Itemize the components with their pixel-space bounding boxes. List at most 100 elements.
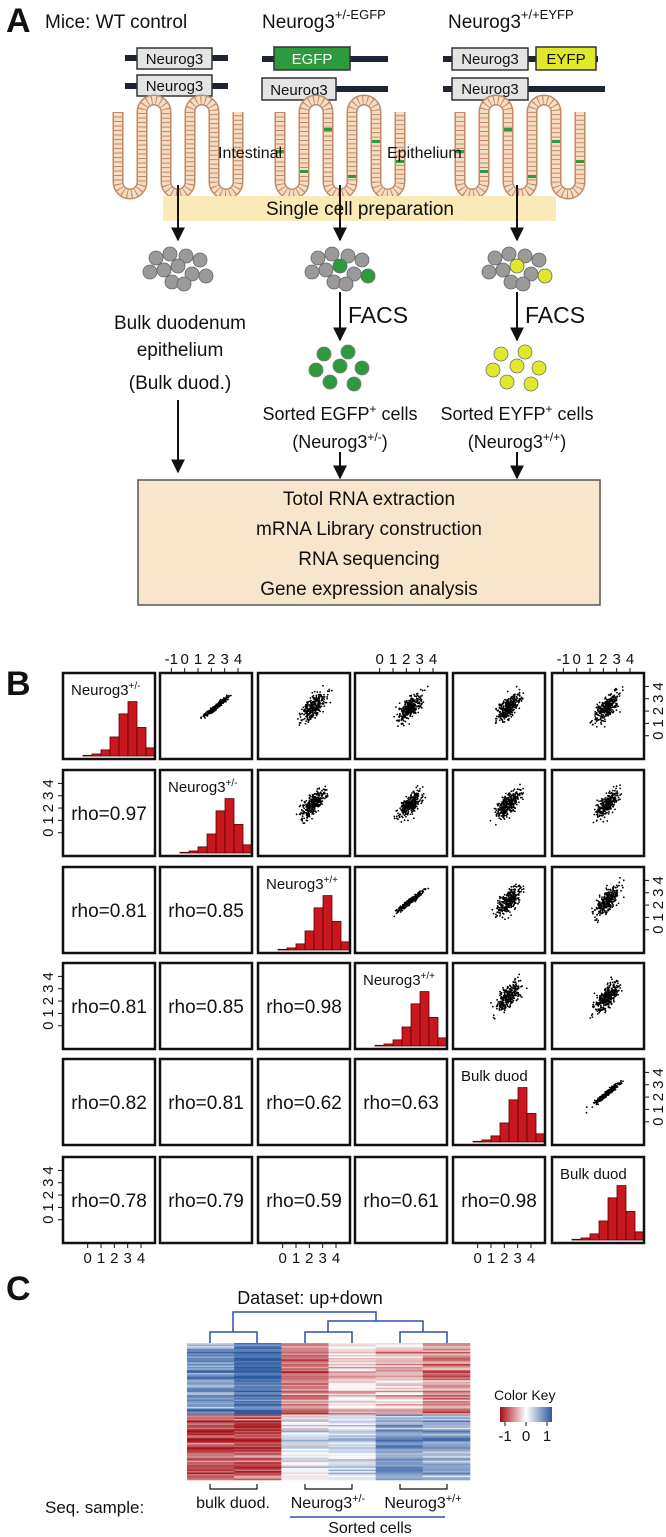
scatter-point <box>502 801 505 803</box>
scatter-point <box>400 906 402 909</box>
scatter-point <box>517 992 519 994</box>
histogram-bar <box>419 991 430 1047</box>
scatter-point <box>519 796 522 799</box>
sample-label: Neurog3+/- <box>71 681 141 699</box>
scatter-point <box>500 993 503 996</box>
scatter-point <box>400 722 403 725</box>
scatter-point <box>503 1004 506 1006</box>
scatter-point <box>323 696 326 698</box>
scatter-point <box>510 986 513 989</box>
scatter-point <box>401 808 404 811</box>
scatter-point <box>299 722 302 724</box>
scatter-point <box>515 984 518 987</box>
scatter-point <box>591 1106 594 1109</box>
scatter-point <box>497 899 499 902</box>
scatter-point <box>205 712 207 714</box>
scatter-point <box>607 703 610 706</box>
scatter-point <box>604 998 606 1001</box>
scatter-point <box>612 789 614 792</box>
scatter-point <box>502 700 505 703</box>
scatter-point <box>222 698 225 701</box>
scatter-point <box>323 705 326 708</box>
scatter-point <box>620 793 623 796</box>
scatter-point <box>594 718 597 721</box>
scatter-point <box>520 792 523 794</box>
scatter-point <box>502 912 504 915</box>
scatter-point <box>512 987 515 990</box>
scatter-point <box>594 722 597 725</box>
scatter-point <box>321 803 323 806</box>
scatter-point <box>420 802 423 805</box>
scatter-point <box>600 714 603 717</box>
scatter-point <box>420 797 423 799</box>
genotype-sup: +/+ <box>543 430 560 444</box>
scatter-point <box>416 807 419 810</box>
scatter-point <box>306 805 309 808</box>
scatter-point <box>602 720 605 723</box>
scatter-point <box>598 999 601 1002</box>
scatter-point <box>606 698 609 701</box>
scatter-point <box>501 702 504 705</box>
cell <box>324 246 340 262</box>
scatter-point <box>615 709 618 712</box>
scatter-point <box>513 997 516 1000</box>
scatter-point <box>395 912 398 915</box>
scatter-point <box>602 820 605 823</box>
histogram-bar <box>215 810 226 854</box>
scatter-point <box>505 699 508 702</box>
scatter-point <box>607 714 609 717</box>
scatter-point <box>593 808 596 811</box>
scatter-point <box>617 705 619 708</box>
scatter-point <box>515 685 518 688</box>
scatter-point <box>594 710 597 713</box>
scatter-point <box>591 1016 594 1019</box>
scatter-point <box>499 990 501 993</box>
scatter-point <box>614 799 617 802</box>
scatter-point <box>498 802 500 805</box>
scatter-point <box>604 798 607 801</box>
scatter-point <box>421 786 424 788</box>
scatter-point <box>511 802 514 805</box>
scatter-point <box>513 989 516 992</box>
scatter-point <box>515 803 518 806</box>
scatter-point <box>618 989 620 992</box>
scatter-point <box>596 709 599 712</box>
scatter-point <box>320 797 323 800</box>
scatter-point <box>605 996 608 999</box>
scatter-point <box>421 694 423 697</box>
scatter-point <box>614 981 617 984</box>
scatter-point <box>326 697 329 700</box>
scatter-point <box>497 809 500 811</box>
scatter-point <box>491 908 494 911</box>
scatter-point <box>597 707 600 710</box>
scatter-point <box>613 698 616 701</box>
scatter-point <box>395 810 398 812</box>
scatter-point <box>510 794 513 797</box>
scatter-point <box>508 896 510 899</box>
scatter-point <box>409 813 412 816</box>
facs-label: FACS <box>348 302 408 328</box>
scatter-point <box>309 704 311 707</box>
scatter-point <box>609 900 612 903</box>
scatter-point <box>320 705 323 708</box>
scatter-point <box>317 701 320 704</box>
scatter-point <box>498 706 501 709</box>
scatter-point <box>513 908 516 911</box>
scatter-point <box>607 798 610 801</box>
scatter-point <box>604 1007 607 1010</box>
scatter-point <box>621 886 624 889</box>
scatter-point <box>311 798 314 801</box>
scatter-point <box>419 688 422 691</box>
scatter-point <box>401 805 404 808</box>
scatter-point <box>309 715 312 717</box>
scatter-point <box>604 696 607 699</box>
scatter-point <box>591 719 593 722</box>
scatter-point <box>596 996 599 999</box>
scatter-point <box>405 717 408 719</box>
scatter-point <box>508 803 511 806</box>
panel-label: B <box>6 665 31 703</box>
scatter-point <box>595 1103 598 1106</box>
scatter-point <box>325 788 328 791</box>
histogram-bar <box>313 907 324 951</box>
scatter-point <box>614 988 617 990</box>
